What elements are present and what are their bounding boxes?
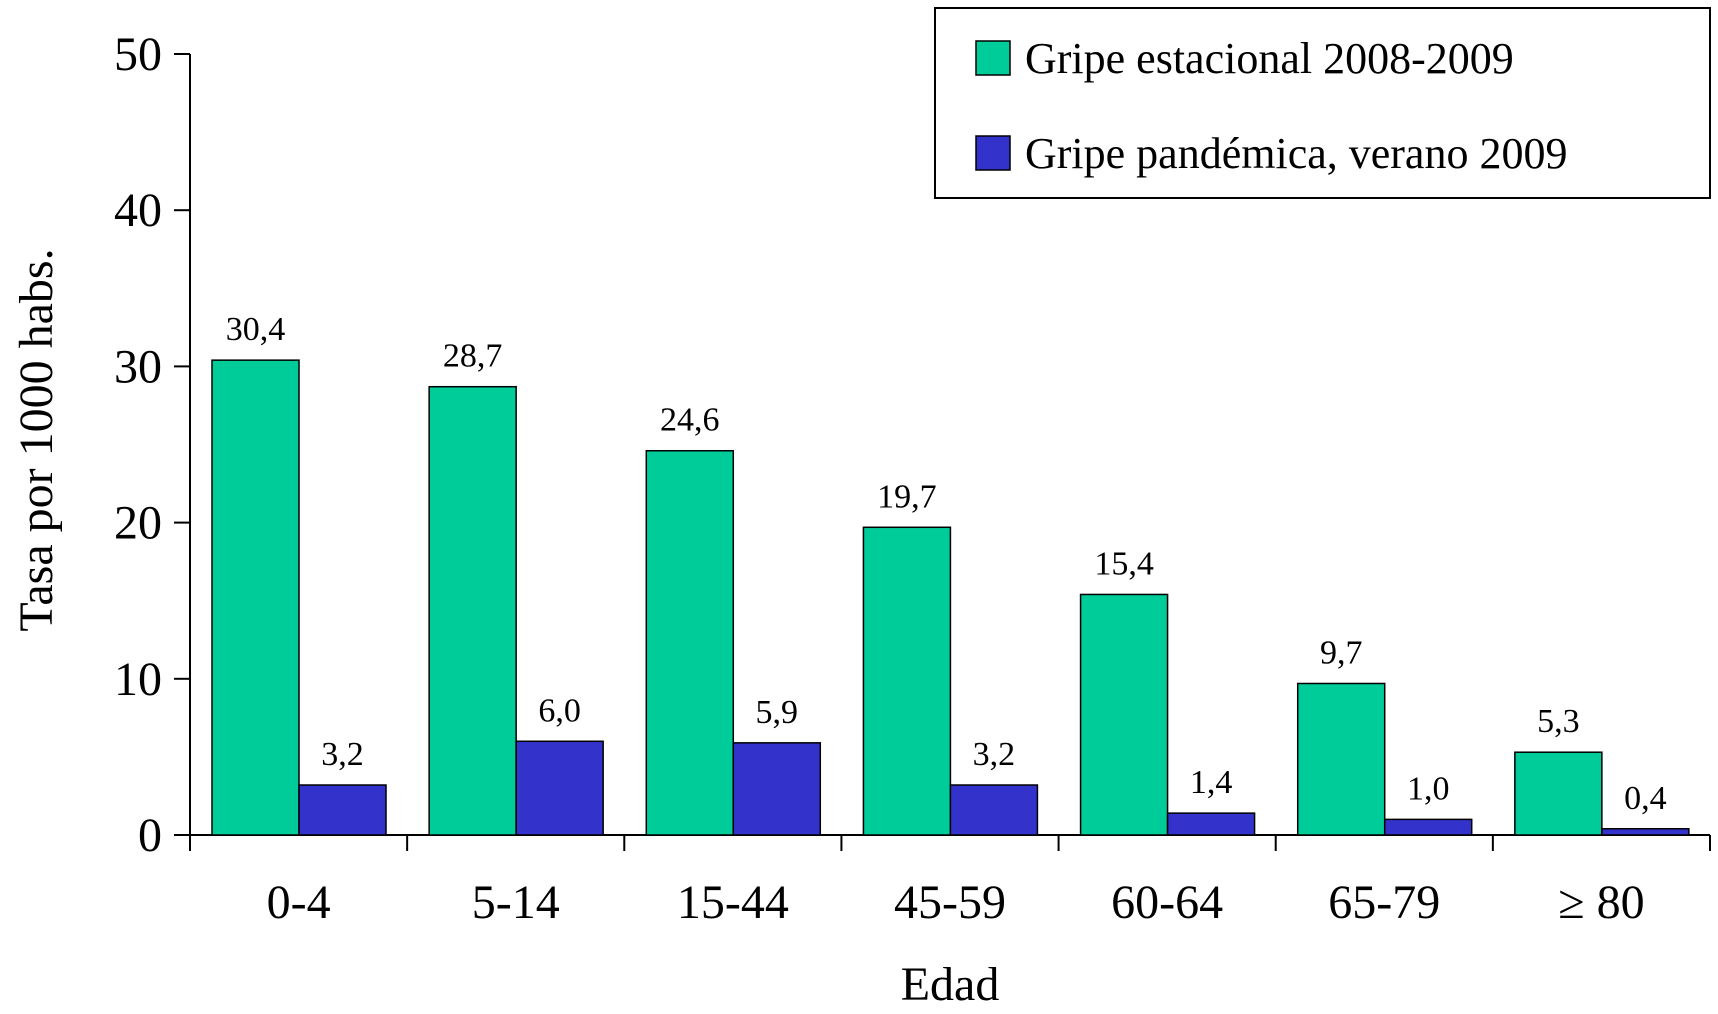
bar-series-2: [515, 740, 604, 836]
data-label: 28,7: [443, 338, 503, 375]
bar-series-2: [298, 784, 387, 836]
y-tick-label: 0: [138, 809, 162, 862]
legend: Gripe estacional 2008-2009 Gripe pandémic…: [934, 7, 1711, 199]
data-label: 3,2: [973, 736, 1016, 773]
y-tick-label: 10: [114, 653, 162, 706]
legend-swatch: [975, 135, 1011, 171]
data-label: 0,4: [1624, 780, 1667, 817]
data-label: 1,0: [1407, 770, 1450, 807]
data-label: 3,2: [321, 736, 364, 773]
bar-series-1: [1514, 751, 1603, 836]
data-label: 19,7: [877, 478, 937, 515]
data-label: 15,4: [1094, 545, 1154, 582]
y-axis: 0 10 20 30 40 50: [114, 28, 191, 862]
y-tick-label: 30: [114, 340, 162, 393]
legend-label: Gripe pandémica, verano 2009: [1025, 129, 1567, 178]
x-category-label: ≥ 80: [1558, 876, 1644, 929]
bar-series-1: [428, 385, 517, 836]
x-axis-title: Edad: [901, 958, 1000, 1011]
bar-series-1: [211, 359, 300, 836]
x-category-label: 60-64: [1111, 876, 1223, 929]
bar-series-2: [732, 742, 822, 836]
bar-series-1: [645, 449, 735, 836]
x-category-label: 15-44: [677, 876, 789, 929]
y-tick-label: 50: [114, 28, 162, 81]
y-tick-label: 40: [114, 184, 162, 237]
x-category-label: 5-14: [472, 876, 560, 929]
bar-series-2: [949, 784, 1039, 836]
bar-series-1: [862, 526, 952, 836]
data-label: 24,6: [660, 402, 720, 439]
x-category-label: 45-59: [894, 876, 1006, 929]
bar-series-2: [1166, 812, 1256, 836]
legend-box: [934, 7, 1711, 199]
x-category-label: 65-79: [1328, 876, 1440, 929]
data-label: 1,4: [1190, 764, 1233, 801]
data-label: 30,4: [226, 311, 286, 348]
x-category-label: 0-4: [267, 876, 331, 929]
legend-label: Gripe estacional 2008-2009: [1025, 34, 1514, 83]
bars: [211, 359, 1690, 836]
data-labels: 30,4 28,7 24,6 19,7 15,4 9,7 5,3 3,2 6,0 5,9 3,2 1,…: [226, 311, 1667, 817]
y-axis-title: Tasa por 1000 habs.: [10, 248, 63, 631]
bar-series-2: [1383, 818, 1473, 836]
x-axis: 0-4 5-14 15-44 45-59 60-64 65-79 ≥ 80: [189, 834, 1711, 929]
bar-series-2: [1601, 828, 1690, 836]
data-label: 9,7: [1320, 634, 1363, 671]
data-label: 5,9: [756, 694, 799, 731]
bar-series-1: [1296, 682, 1386, 836]
legend-swatch: [975, 40, 1011, 76]
y-tick-label: 20: [114, 497, 162, 550]
data-label: 6,0: [538, 692, 581, 729]
bar-series-1: [1079, 593, 1169, 836]
data-label: 5,3: [1537, 703, 1580, 740]
